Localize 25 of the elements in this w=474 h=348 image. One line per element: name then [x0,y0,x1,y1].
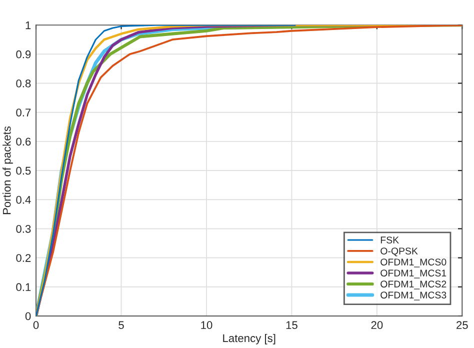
y-tick-label: 0 [25,312,31,320]
legend-label: OFDM1_MCS2 [380,280,446,290]
y-tick-label: 0.9 [16,50,31,58]
legend-label: OFDM1_MCS3 [380,292,446,300]
legend-label: OFDM1_MCS1 [380,270,446,278]
y-tick-label: 0.6 [16,138,31,146]
x-tick-label: 25 [456,321,468,330]
y-tick-label: 1 [26,21,31,30]
x-tick-label: 20 [371,321,383,330]
x-tick-label: 5 [118,321,124,330]
legend-label: OFDM1_MCS0 [380,258,446,268]
y-tick-label: 0.2 [16,254,31,262]
y-tick-label: 0.8 [16,80,31,88]
legend-label: FSK [380,236,399,244]
y-tick-label: 0.5 [16,166,31,175]
x-tick-label: 10 [201,321,212,330]
x-axis-title: Latency [s] [223,334,276,344]
y-tick-label: 0.4 [16,196,31,204]
x-tick-label: 0 [33,321,39,330]
y-tick-label: 0.3 [16,224,31,233]
y-tick-label: 0.7 [16,108,31,116]
y-tick-label: 0.1 [16,283,31,292]
legend-label: O-QPSK [380,248,418,256]
y-axis-title: Portion of packets [2,126,13,214]
x-tick-label: 15 [286,321,298,330]
